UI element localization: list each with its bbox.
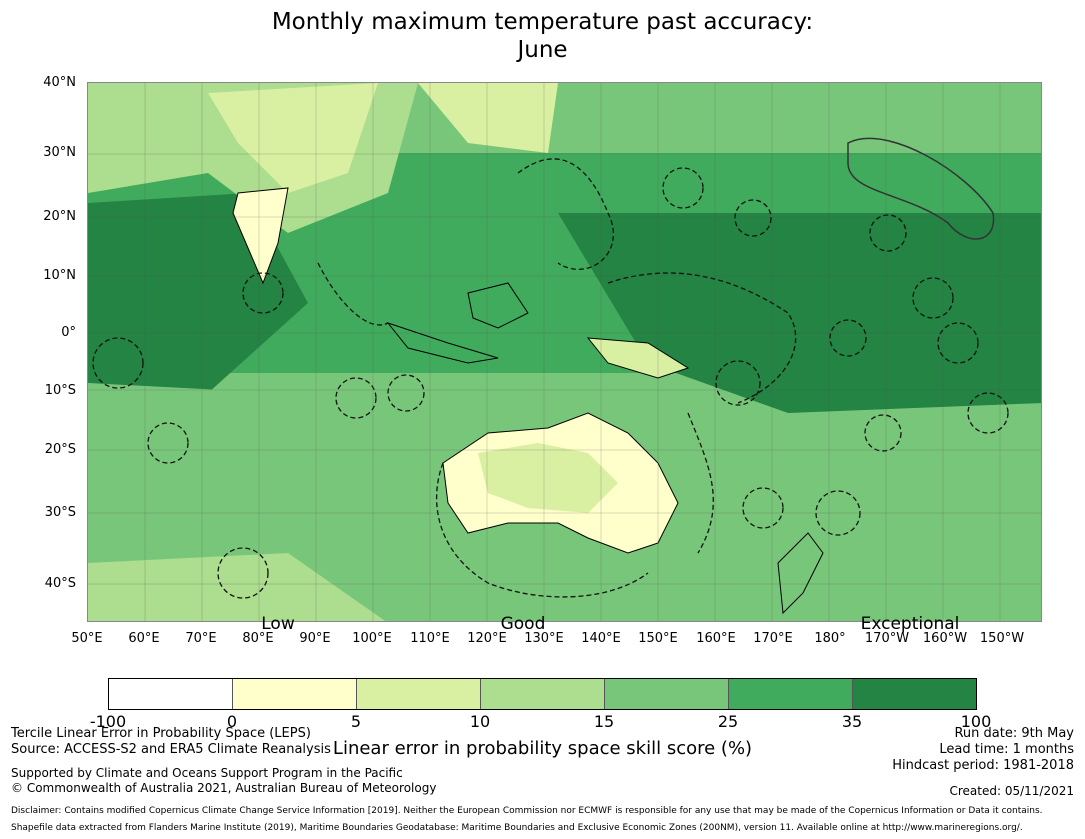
lon-label-170e: 170°E — [753, 631, 793, 646]
lead-time: Lead time: 1 months — [939, 742, 1074, 757]
colorbar-tick-8: 100 — [960, 712, 992, 731]
colorbar-tick-7: 35 — [841, 712, 863, 731]
southern-low-skill — [88, 553, 386, 621]
lon-label-170w: 170°W — [864, 631, 910, 646]
lat-label-20n: 20°N — [43, 209, 76, 224]
disclaimer-text: Disclaimer: Contains modified Copernicus… — [11, 806, 1043, 816]
colorbar-tick-6: 25 — [717, 712, 739, 731]
colorbar-tick-5: 15 — [593, 712, 615, 731]
lon-label-90e: 90°E — [299, 631, 331, 646]
run-date: Run date: 9th May — [954, 726, 1074, 741]
map-canvas — [88, 83, 1041, 621]
lon-label-80e: 80°E — [242, 631, 274, 646]
lat-label-30n: 30°N — [43, 145, 76, 160]
class-label-exceptional: Exceptional — [860, 614, 960, 634]
graticule — [88, 83, 1041, 621]
method-text: Tercile Linear Error in Probability Spac… — [11, 726, 311, 741]
colorbar-swatch-2 — [233, 679, 357, 709]
lon-label-150e: 150°E — [638, 631, 678, 646]
colorbar-tick-1: -100 — [89, 712, 127, 731]
lat-label-0: 0° — [61, 325, 76, 340]
hawaii-eez — [847, 137, 995, 240]
lat-label-20s: 20°S — [44, 442, 76, 457]
lon-label-140e: 140°E — [581, 631, 621, 646]
lon-label-100e: 100°E — [352, 631, 392, 646]
lat-label-10n: 10°N — [43, 268, 76, 283]
lon-label-60e: 60°E — [128, 631, 160, 646]
colorbar-swatch-4 — [481, 679, 605, 709]
colorbar-swatch-6 — [729, 679, 853, 709]
colorbar-swatch-5 — [605, 679, 729, 709]
lon-label-50e: 50°E — [71, 631, 103, 646]
eez-boundaries — [92, 158, 1009, 599]
lon-label-70e: 70°E — [185, 631, 217, 646]
colorbar — [108, 678, 977, 710]
copyright-text: © Commonwealth of Australia 2021, Austra… — [11, 781, 437, 795]
source-text: Source: ACCESS-S2 and ERA5 Climate Reana… — [11, 742, 331, 757]
skill-map — [87, 82, 1042, 622]
colorbar-swatch-3 — [357, 679, 481, 709]
lon-label-180: 180° — [814, 631, 846, 646]
new-zealand — [777, 532, 824, 615]
lat-label-30s: 30°S — [44, 505, 76, 520]
colorbar-label: Linear error in probability space skill … — [332, 738, 753, 759]
colorbar-tick-3: 5 — [350, 712, 362, 731]
support-text: Supported by Climate and Oceans Support … — [11, 766, 403, 780]
info-right: Run date: 9th May Lead time: 1 months Hi… — [892, 726, 1074, 774]
indonesia-islands — [386, 321, 499, 364]
title-line-1: Monthly maximum temperature past accurac… — [271, 9, 814, 35]
lat-label-40s: 40°S — [44, 576, 76, 591]
info-left-bottom: Supported by Climate and Oceans Support … — [11, 766, 436, 796]
lat-label-10s: 10°S — [44, 383, 76, 398]
colorbar-swatch-1 — [109, 679, 233, 709]
class-label-low: Low — [261, 614, 295, 634]
borneo — [467, 282, 529, 329]
title-line-2: June — [517, 37, 568, 63]
colorbar-tick-2: 0 — [226, 712, 238, 731]
info-left-top: Tercile Linear Error in Probability Spac… — [11, 726, 331, 758]
asia-moderate-skill — [208, 83, 378, 193]
lon-label-110e: 110°E — [410, 631, 450, 646]
china-skill — [418, 83, 558, 153]
lon-label-160e: 160°E — [696, 631, 736, 646]
lon-label-160w: 160°W — [922, 631, 968, 646]
lon-label-120e: 120°E — [467, 631, 507, 646]
colorbar-swatch-7 — [853, 679, 976, 709]
australia-interior — [478, 443, 618, 513]
map-title: Monthly maximum temperature past accurac… — [0, 8, 1085, 64]
lon-label-150w: 150°W — [979, 631, 1025, 646]
class-label-good: Good — [500, 614, 546, 634]
lat-label-40n: 40°N — [43, 75, 76, 90]
hindcast-period: Hindcast period: 1981-2018 — [892, 758, 1074, 773]
lon-label-130e: 130°E — [524, 631, 564, 646]
created-date: Created: 05/11/2021 — [949, 784, 1074, 798]
india-landmass — [232, 187, 289, 285]
new-guinea — [586, 337, 690, 379]
shapefile-text: Shapefile data extracted from Flanders M… — [11, 823, 1023, 833]
colorbar-tick-4: 10 — [469, 712, 491, 731]
